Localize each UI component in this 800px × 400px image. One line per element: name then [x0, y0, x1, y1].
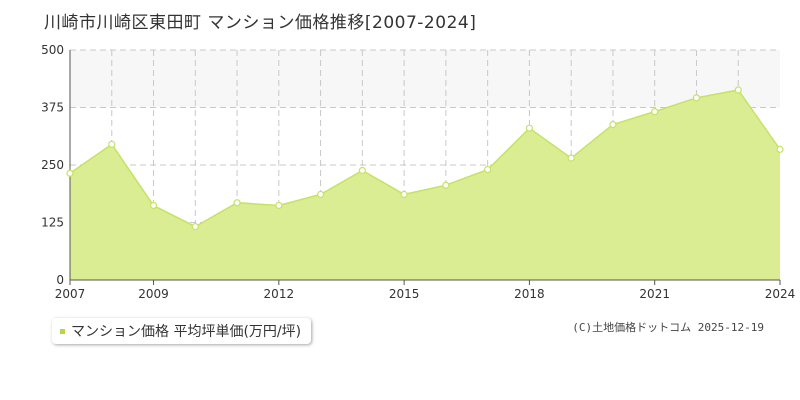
- data-point-2024: [776, 145, 784, 153]
- background-band: [70, 50, 780, 108]
- tick-labels: 0 125 250 375 500 2007 2009 2012 2015 2018 2021 202…: [41, 43, 795, 301]
- data-point-2021: [651, 108, 659, 116]
- data-point-2010: [191, 223, 199, 231]
- x-tick-label-2021: 2021: [639, 287, 670, 301]
- data-point-2013: [316, 190, 325, 199]
- chart-title: 川崎市川崎区東田町 マンション価格推移[2007-2024]: [44, 13, 477, 33]
- data-point-2014: [358, 166, 366, 175]
- series-area-fill: [70, 90, 780, 280]
- series-line: [69, 89, 781, 228]
- x-tick-label-2015: 2015: [389, 287, 420, 301]
- copyright-text: (C)土地価格ドットコム 2025-12-19: [572, 321, 764, 334]
- data-point-2022: [692, 94, 701, 102]
- data-point-2017: [484, 166, 492, 174]
- y-tick-label-250: 250: [41, 158, 64, 172]
- data-point-2011: [233, 199, 241, 207]
- series-area: [69, 89, 781, 280]
- legend: マンション価格 平均坪単価(万円/坪): [52, 318, 312, 344]
- data-point-2008: [108, 140, 116, 148]
- data-point-2020: [609, 120, 617, 129]
- data-point-2015: [400, 190, 408, 199]
- data-point-2018: [525, 124, 534, 132]
- data-point-2023: [734, 86, 742, 94]
- x-tick-label-2007: 2007: [55, 287, 86, 301]
- legend-marker: [60, 328, 65, 334]
- data-point-2012: [275, 201, 283, 210]
- x-tick-label-2018: 2018: [514, 287, 545, 301]
- x-tick-label-2024: 2024: [765, 287, 796, 301]
- upper-band: [70, 50, 780, 108]
- data-point-2016: [442, 181, 450, 189]
- data-point-2007: [66, 169, 74, 177]
- legend-label: マンション価格 平均坪単価(万円/坪): [71, 324, 302, 340]
- x-tick-label-2012: 2012: [264, 287, 295, 301]
- series-points: [66, 86, 784, 231]
- y-tick-label-375: 375: [41, 101, 64, 115]
- x-tick-label-2009: 2009: [138, 287, 169, 301]
- y-tick-label-125: 125: [41, 216, 64, 230]
- data-point-2009: [149, 201, 158, 210]
- axes: [69, 50, 781, 285]
- y-tick-label-500: 500: [41, 43, 64, 57]
- y-tick-label-0: 0: [56, 273, 64, 287]
- data-point-2019: [567, 154, 575, 162]
